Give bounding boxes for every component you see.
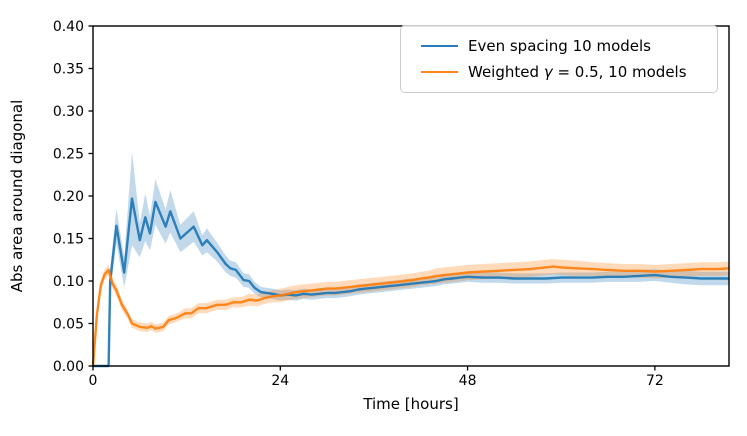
legend-item-even-spacing: Even spacing 10 models [421, 37, 717, 55]
x-tick-label: 24 [271, 373, 289, 389]
legend-label-even-spacing: Even spacing 10 models [468, 36, 651, 55]
x-tick-label: 72 [646, 373, 664, 389]
y-tick-label: 0.20 [53, 189, 84, 205]
legend-item-weighted: Weighted γ = 0.5, 10 models [421, 63, 717, 81]
legend-label-weighted-prefix: Weighted [468, 63, 544, 82]
y-tick-label: 0.30 [53, 104, 84, 120]
y-axis-label: Abs area around diagonal [8, 99, 26, 293]
series-band-0 [93, 151, 729, 366]
legend-line-sample-blue [421, 44, 458, 47]
x-tick-label: 0 [89, 373, 98, 389]
y-tick-label: 0.05 [53, 317, 84, 333]
y-tick-label: 0.35 [53, 62, 84, 78]
legend-label-weighted-suffix: = 0.5, 10 models [552, 63, 687, 82]
y-tick-label: 0.00 [53, 359, 84, 375]
y-tick-label: 0.10 [53, 274, 84, 290]
legend-line-sample-orange [421, 71, 458, 74]
legend-label-weighted: Weighted γ = 0.5, 10 models [468, 63, 687, 81]
series-line-1 [91, 265, 730, 367]
x-axis-label: Time [hours] [363, 395, 459, 413]
legend-box: Even spacing 10 models Weighted γ = 0.5,… [400, 25, 718, 93]
x-tick-label: 48 [459, 373, 477, 389]
y-tick-label: 0.40 [53, 19, 84, 35]
series-line-0 [93, 197, 729, 368]
y-tick-label: 0.25 [53, 147, 84, 163]
legend-label-gamma-symbol: γ [543, 63, 553, 82]
y-tick-label: 0.15 [53, 232, 84, 248]
